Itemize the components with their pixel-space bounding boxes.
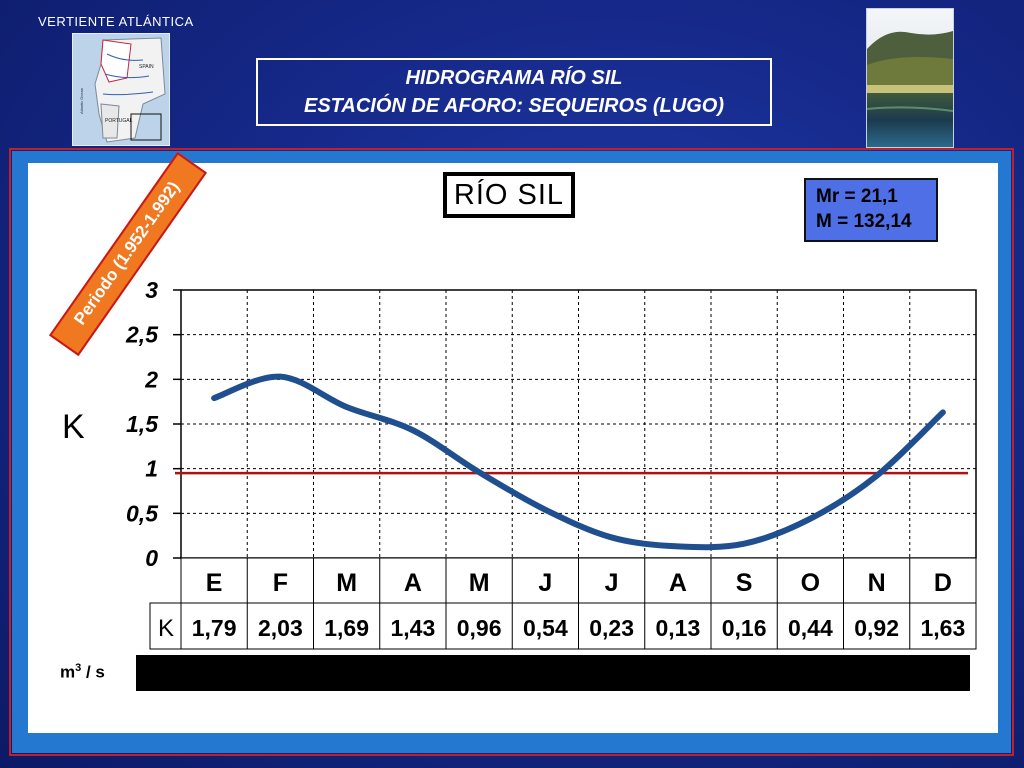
y-tick-label: 1 (145, 456, 158, 482)
month-label: S (736, 569, 753, 597)
units-superscript: 3 (75, 662, 82, 674)
title-line-2: ESTACIÓN DE AFORO: SEQUEIROS (LUGO) (303, 95, 724, 117)
cm-values-bar (136, 655, 970, 691)
river-photo-graphic (867, 9, 953, 147)
month-label: N (868, 569, 886, 597)
k-value-label: 1,63 (920, 615, 965, 641)
month-label: E (206, 569, 223, 597)
month-label: M (469, 569, 490, 597)
stats-box: Mr = 21,1 M = 132,14 (804, 178, 938, 242)
k-row-frame (149, 602, 977, 650)
location-map: SPAIN PORTUGAL Atlantic Ocean (72, 33, 170, 146)
title-box: HIDROGRAMA RÍO SIL ESTACIÓN DE AFORO: SE… (256, 58, 772, 126)
y-tick-label: 2,5 (125, 322, 159, 348)
y-tick-label: 0 (145, 545, 158, 571)
k-value-label: 2,03 (258, 615, 303, 641)
title-line-1: HIDROGRAMA RÍO SIL (405, 67, 623, 89)
month-label: O (801, 569, 820, 597)
k-value-label: 0,44 (788, 615, 833, 641)
y-tick-label: 2 (144, 366, 158, 392)
y-axis-label: K (62, 408, 85, 446)
units-base: m (60, 662, 76, 682)
month-label: F (273, 569, 288, 597)
region-label: VERTIENTE ATLÁNTICA (38, 14, 194, 29)
k-value-label: 0,96 (457, 615, 502, 641)
month-label: D (934, 569, 952, 597)
map-label-ocean: Atlantic Ocean (79, 88, 84, 114)
y-tick-label: 1,5 (126, 411, 159, 437)
k-value-label: 1,79 (192, 615, 237, 641)
k-value-label: 0,92 (854, 615, 899, 641)
map-label-portugal: PORTUGAL (105, 118, 133, 124)
k-value-label: 1,69 (324, 615, 369, 641)
series-line-k (211, 373, 946, 551)
river-photo (866, 8, 954, 148)
k-value-label: 1,43 (390, 615, 435, 641)
stats-mr: Mr = 21,1 (816, 186, 898, 207)
month-label: J (538, 569, 552, 597)
y-tick-label: 3 (145, 277, 158, 303)
k-value-label: 0,13 (655, 615, 700, 641)
units-rest: / s (81, 662, 105, 682)
m3-per-s-label: m3 / s (60, 662, 105, 683)
month-label: J (605, 569, 619, 597)
map-graphic: SPAIN PORTUGAL Atlantic Ocean (73, 34, 169, 145)
k-value-label: 0,16 (722, 615, 767, 641)
k-value-label: 0,23 (589, 615, 634, 641)
y-tick-label: 0,5 (126, 500, 159, 526)
k-value-label: 0,54 (523, 615, 568, 641)
month-label: A (669, 569, 687, 597)
k-row-label: K (158, 615, 174, 642)
month-label: A (404, 569, 422, 597)
stats-m: M = 132,14 (816, 211, 912, 232)
map-label-spain: SPAIN (139, 64, 154, 70)
panel-red-border (9, 148, 1014, 756)
month-label: M (336, 569, 357, 597)
river-name-label: RÍO SIL (443, 172, 575, 218)
